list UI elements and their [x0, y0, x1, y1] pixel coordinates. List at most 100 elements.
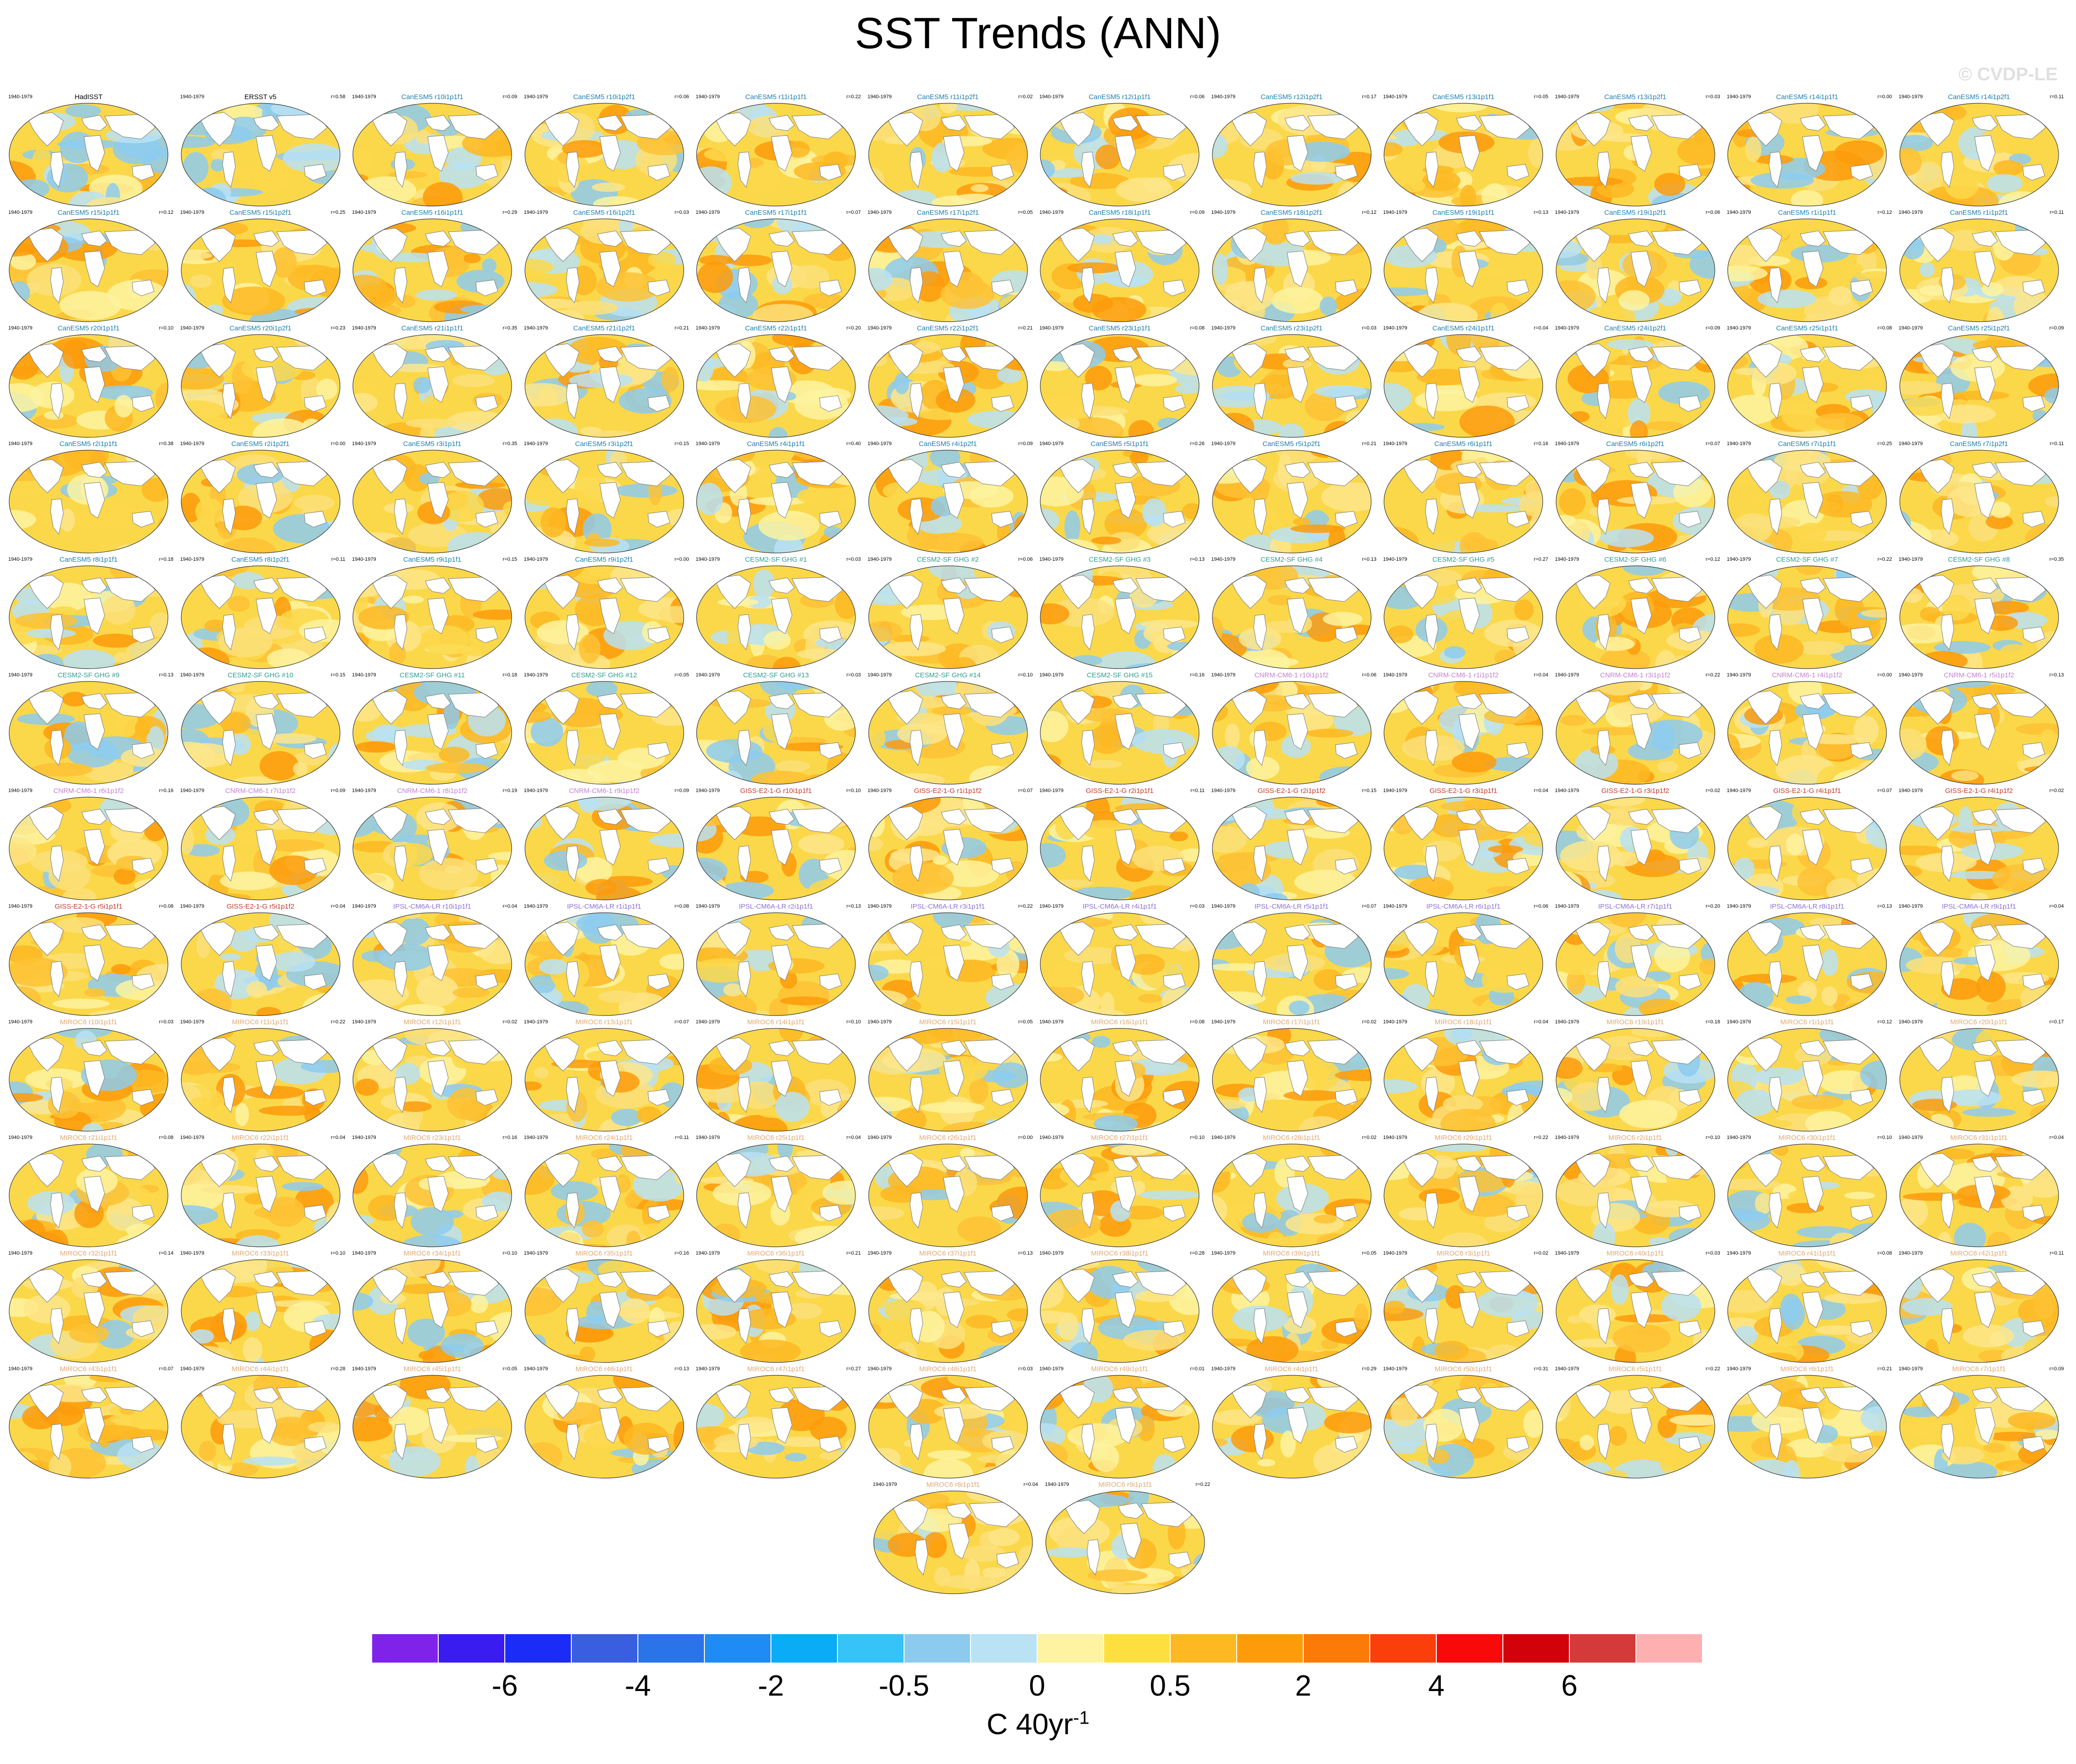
map-panel: 1940-1979 MIROC6 r10i1p1f1 r=0.03 — [4, 1018, 174, 1134]
trend-patch — [1942, 105, 1966, 120]
panel-correlation: r=0.07 — [846, 210, 861, 215]
trend-patch — [1340, 566, 1371, 578]
trend-patch — [354, 1144, 380, 1155]
panel-title: CanESM5 r21i1p1f1 — [401, 324, 463, 332]
map-outline — [1555, 334, 1715, 438]
sst-trend-map — [180, 912, 340, 1016]
trend-patch — [764, 631, 791, 650]
map-panel: 1940-1979 MIROC6 r18i1p1f1 r=0.04 — [1378, 1018, 1548, 1134]
map-outline — [180, 450, 340, 553]
trend-patch — [60, 291, 122, 320]
land-mask — [255, 482, 277, 519]
map-panel: 1940-1979 IPSL-CM6A-LR r1i1p1f1 r=0.08 — [519, 903, 689, 1018]
map-panel: 1940-1979 MIROC6 r28i1p1f1 r=0.02 — [1207, 1134, 1377, 1250]
panel-correlation: r=0.10 — [1190, 1135, 1205, 1140]
trend-patch — [614, 483, 677, 498]
map-panel: 1940-1979 CNRM-CM6-1 r1i1p1f2 r=0.04 — [1378, 671, 1548, 787]
trend-patch — [1657, 761, 1678, 773]
trend-patch — [957, 1216, 1001, 1243]
land-mask — [565, 498, 580, 535]
panel-title: MIROC6 r35i1p1f1 — [575, 1250, 633, 1257]
land-mask — [1401, 228, 1439, 262]
panel-period: 1940-1979 — [1555, 904, 1579, 909]
trend-patch — [10, 252, 36, 270]
map-outline — [1040, 334, 1200, 438]
panel-title: GISS-E2-1-G r2i1p1f1 — [1086, 787, 1154, 795]
map-panel: 1940-1979 MIROC6 r38i1p1f1 r=0.28 — [1035, 1250, 1205, 1365]
map-panel: 1940-1979 CanESM5 r23i1p1f1 r=0.08 — [1035, 324, 1205, 440]
land-mask — [1596, 383, 1611, 419]
trend-patch — [1212, 1260, 1221, 1282]
trend-patch — [353, 450, 369, 470]
panel-title: CanESM5 r12i1p1f1 — [1088, 93, 1151, 101]
trend-patch — [1962, 1108, 2016, 1117]
land-mask — [132, 279, 155, 296]
panel-correlation: r=0.02 — [502, 1019, 518, 1025]
sst-trend-map — [180, 565, 340, 669]
trend-patch — [190, 274, 212, 288]
panel-period: 1940-1979 — [1211, 557, 1236, 562]
map-outline — [1384, 103, 1543, 207]
panel-correlation: r=0.04 — [2049, 904, 2064, 909]
trend-patch — [1786, 995, 1812, 1004]
trend-patch — [1396, 566, 1415, 571]
trend-patch — [1944, 171, 1979, 199]
trend-patch — [1283, 1090, 1342, 1101]
map-panel: 1940-1979 CanESM5 r6i1p2f1 r=0.07 — [1551, 440, 1720, 556]
trend-patch — [283, 143, 340, 173]
trend-patch — [776, 760, 810, 772]
sst-trend-map — [352, 681, 512, 785]
map-panel: 1940-1979 CanESM5 r10i1p1f1 r=0.09 — [347, 93, 517, 209]
panel-period: 1940-1979 — [180, 210, 205, 215]
trend-patch — [1174, 384, 1199, 394]
map-outline — [180, 103, 340, 207]
panel-title: IPSL-CM6A-LR r8i1p1f1 — [1770, 903, 1844, 910]
trend-patch — [1128, 420, 1154, 437]
trend-patch — [1212, 134, 1228, 158]
panel-correlation: r=0.12 — [1877, 1019, 1892, 1025]
trend-patch — [776, 219, 814, 234]
trend-patch — [1821, 986, 1838, 1006]
sst-trend-map — [9, 103, 168, 207]
land-mask — [1850, 164, 1873, 181]
sst-trend-map — [1727, 912, 1887, 1016]
land-mask — [1229, 343, 1267, 378]
trend-patch — [1736, 1089, 1775, 1116]
land-mask — [714, 343, 751, 378]
land-mask — [940, 462, 967, 478]
trend-patch — [1841, 797, 1886, 805]
land-mask — [541, 228, 580, 262]
trend-patch — [288, 265, 340, 292]
trend-patch — [723, 983, 742, 997]
trend-patch — [790, 265, 829, 289]
map-panel: 1940-1979 CESM2-SF GHG #7 r=0.22 — [1722, 556, 1892, 671]
land-mask — [1678, 395, 1702, 412]
sst-trend-map — [1384, 450, 1543, 553]
land-mask — [1596, 151, 1611, 188]
trend-patch — [661, 367, 679, 392]
land-mask — [1081, 267, 1095, 304]
trend-patch — [1557, 776, 1597, 784]
trend-patch — [990, 450, 1027, 458]
trend-patch — [740, 1340, 801, 1362]
trend-patch — [1976, 971, 2006, 1003]
land-mask — [222, 151, 236, 188]
trend-patch — [1116, 177, 1173, 202]
panel-correlation: r=0.03 — [159, 1019, 174, 1025]
trend-patch — [768, 427, 788, 437]
land-mask — [1253, 267, 1267, 304]
panel-title: CanESM5 r6i1p2f1 — [1606, 440, 1664, 448]
land-mask — [1628, 462, 1654, 478]
land-mask — [1769, 267, 1782, 304]
trend-patch — [402, 595, 424, 604]
map-panel: 1940-1979 CanESM5 r8i1p2f1 r=0.11 — [176, 556, 346, 671]
trend-patch — [1431, 1144, 1487, 1152]
trend-patch — [780, 996, 829, 1005]
land-mask — [737, 383, 751, 419]
panel-period: 1940-1979 — [1898, 94, 1923, 100]
trend-patch — [837, 1144, 855, 1156]
trend-patch — [1853, 951, 1871, 962]
panel-title: CanESM5 r7i1p2f1 — [1950, 440, 2008, 448]
panel-title: CESM2-SF GHG #8 — [1948, 556, 2010, 564]
trend-patch — [1821, 949, 1838, 977]
